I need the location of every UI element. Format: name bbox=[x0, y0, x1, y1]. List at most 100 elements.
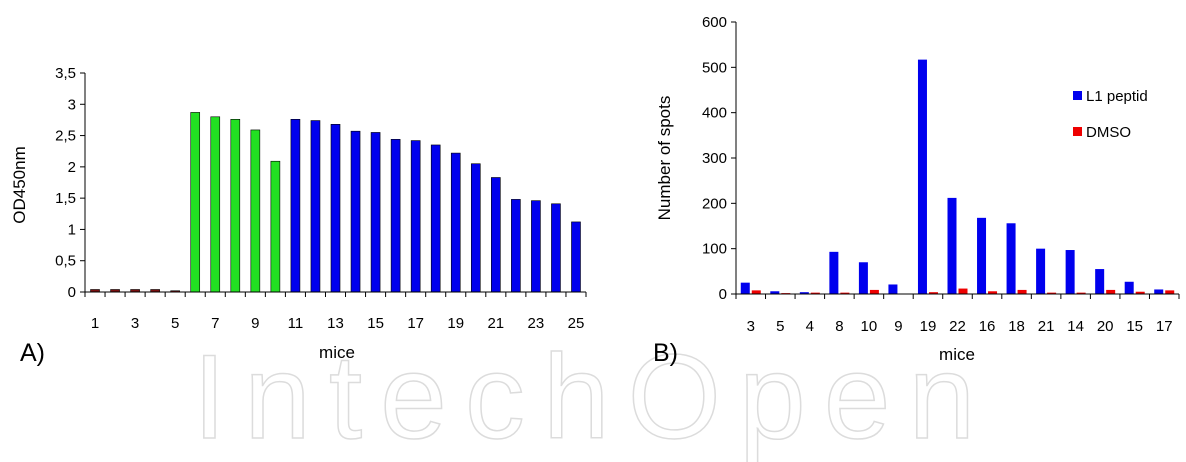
chart-b-x-tick-label: 20 bbox=[1097, 318, 1114, 335]
chart-a-bar-17 bbox=[410, 140, 421, 293]
chart-b-x-tick-label: 21 bbox=[1038, 318, 1055, 335]
chart-a-y-tick-label: 1,5 bbox=[55, 190, 76, 207]
chart-b-bar-l1-14 bbox=[1065, 250, 1075, 294]
chart-b-bar-dmso-10 bbox=[869, 289, 879, 294]
chart-a-x-tick-labels: 1 3 5 7 9 11 13 15 17 19 21 23 25 bbox=[91, 315, 584, 332]
chart-a-x-tick-label: 17 bbox=[407, 315, 424, 332]
chart-a-bar-6 bbox=[190, 112, 201, 293]
chart-b-x-tick-label: 8 bbox=[835, 318, 843, 335]
chart-b-x-tick-label: 22 bbox=[949, 318, 966, 335]
chart-a-bar-16 bbox=[390, 139, 401, 293]
chart-b-y-tick-labels: 0 100 200 300 400 500 600 bbox=[702, 14, 727, 303]
chart-a-bar-21 bbox=[491, 177, 501, 293]
chart-a-bar-22 bbox=[511, 199, 521, 293]
chart-b: 0 100 200 300 400 500 600 3 5 4 8 10 9 19 22 16 18 21 14 2… bbox=[653, 14, 1180, 367]
chart-a-bar-11 bbox=[290, 119, 301, 293]
chart-a: 00,511,522,533,5 1 3 5 7 9 11 13 15 17 19 21 23 25 O… bbox=[10, 65, 587, 367]
chart-b-bar-l1-21 bbox=[1036, 248, 1046, 294]
chart-b-bar-dmso-8 bbox=[840, 292, 850, 294]
chart-a-x-tick-label: 9 bbox=[251, 315, 259, 332]
chart-a-x-tick-label: 19 bbox=[447, 315, 464, 332]
chart-b-legend-swatch bbox=[1073, 91, 1082, 100]
chart-b-x-tick-label: 17 bbox=[1156, 318, 1173, 335]
chart-b-bar-l1-19 bbox=[917, 59, 927, 295]
chart-a-bar-25 bbox=[571, 221, 581, 293]
chart-b-bar-dmso-19 bbox=[928, 292, 938, 294]
chart-b-bar-l1-8 bbox=[829, 251, 839, 294]
chart-a-y-axis-label: OD450nm bbox=[10, 146, 29, 223]
chart-a-x-tick-label: 23 bbox=[528, 315, 545, 332]
chart-b-y-tick-label: 100 bbox=[702, 241, 727, 258]
chart-b-x-tick-label: 10 bbox=[861, 318, 878, 335]
chart-a-y-tick-label: 3 bbox=[68, 96, 76, 113]
chart-b-bar-dmso-16 bbox=[988, 291, 998, 294]
chart-b-bar-dmso-4 bbox=[810, 292, 820, 294]
chart-a-x-axis-label: mice bbox=[319, 343, 355, 362]
chart-b-legend: L1 peptid DMSO bbox=[1073, 88, 1148, 141]
chart-b-x-tick-label: 5 bbox=[776, 318, 784, 335]
chart-a-axes bbox=[80, 72, 587, 297]
panel-a-label: A) bbox=[20, 339, 45, 367]
chart-a-bar-19 bbox=[450, 152, 461, 293]
chart-b-bar-l1-10 bbox=[858, 262, 868, 294]
chart-a-y-tick-label: 0 bbox=[68, 284, 76, 301]
chart-a-bar-14 bbox=[350, 130, 361, 293]
chart-b-bar-dmso-14 bbox=[1076, 292, 1086, 294]
chart-a-bar-12 bbox=[310, 120, 321, 293]
chart-a-y-tick-label: 2 bbox=[68, 159, 76, 176]
chart-a-bar-23 bbox=[531, 200, 541, 293]
chart-b-x-tick-label: 15 bbox=[1126, 318, 1143, 335]
chart-b-bar-dmso-18 bbox=[1017, 289, 1027, 294]
chart-a-x-tick-label: 11 bbox=[288, 315, 304, 332]
chart-b-y-axis-label: Number of spots bbox=[655, 96, 674, 221]
chart-a-y-tick-labels: 0 0,5 1 1,5 2 2,5 3 3,5 bbox=[55, 65, 76, 301]
chart-b-bar-l1-9 bbox=[888, 284, 898, 294]
chart-b-bar-dmso-3 bbox=[751, 290, 761, 294]
chart-b-x-axis-label: mice bbox=[939, 345, 975, 364]
chart-b-x-tick-labels: 3 5 4 8 10 9 19 22 16 18 21 14 20 15 17 bbox=[747, 318, 1173, 335]
chart-a-y-tick-label: 1 bbox=[68, 221, 76, 238]
chart-b-axes bbox=[731, 21, 1180, 299]
chart-b-x-tick-label: 16 bbox=[979, 318, 996, 335]
chart-a-bar-8 bbox=[230, 119, 241, 293]
chart-a-x-tick-label: 13 bbox=[327, 315, 344, 332]
chart-b-bar-dmso-17 bbox=[1165, 290, 1175, 294]
chart-a-x-tick-label: 1 bbox=[91, 315, 99, 332]
chart-b-legend-label: L1 peptid bbox=[1086, 88, 1148, 105]
chart-a-x-tick-label: 7 bbox=[211, 315, 219, 332]
chart-a-y-tick-label: 3,5 bbox=[55, 65, 76, 82]
chart-b-bar-dmso-21 bbox=[1047, 292, 1057, 294]
chart-b-x-tick-label: 9 bbox=[894, 318, 902, 335]
chart-b-bar-l1-5 bbox=[770, 291, 780, 294]
chart-a-bar-9 bbox=[250, 129, 261, 293]
chart-a-bar-20 bbox=[470, 163, 481, 293]
chart-a-y-tick-label: 2,5 bbox=[55, 128, 76, 145]
chart-b-bar-dmso-22 bbox=[958, 288, 968, 294]
chart-b-bar-dmso-15 bbox=[1135, 291, 1145, 294]
chart-b-bar-l1-4 bbox=[799, 292, 809, 294]
chart-b-y-tick-label: 200 bbox=[702, 195, 727, 212]
chart-b-y-tick-label: 400 bbox=[702, 105, 727, 122]
chart-a-bar-13 bbox=[330, 124, 341, 293]
chart-a-bar-15 bbox=[370, 132, 381, 293]
panel-b-label: B) bbox=[653, 339, 678, 367]
chart-b-y-tick-label: 300 bbox=[702, 150, 727, 167]
chart-b-bar-l1-18 bbox=[1006, 223, 1016, 294]
chart-b-legend-label: DMSO bbox=[1086, 124, 1131, 141]
chart-b-y-tick-label: 0 bbox=[719, 286, 727, 303]
chart-b-bar-l1-3 bbox=[740, 282, 750, 294]
chart-b-x-tick-label: 4 bbox=[806, 318, 814, 335]
chart-b-x-tick-label: 19 bbox=[920, 318, 937, 335]
chart-b-legend-swatch bbox=[1073, 127, 1082, 136]
chart-a-x-tick-label: 25 bbox=[568, 315, 585, 332]
chart-b-bar-l1-22 bbox=[947, 197, 957, 294]
chart-a-x-tick-label: 3 bbox=[131, 315, 139, 332]
chart-a-x-tick-label: 21 bbox=[487, 315, 504, 332]
chart-a-x-tick-label: 15 bbox=[367, 315, 384, 332]
chart-b-x-tick-label: 14 bbox=[1067, 318, 1084, 335]
chart-a-y-tick-label: 0,5 bbox=[55, 253, 76, 270]
chart-b-bars bbox=[740, 59, 1175, 295]
chart-b-bar-dmso-20 bbox=[1106, 289, 1116, 294]
watermark-text: IntechOpen bbox=[193, 330, 993, 462]
